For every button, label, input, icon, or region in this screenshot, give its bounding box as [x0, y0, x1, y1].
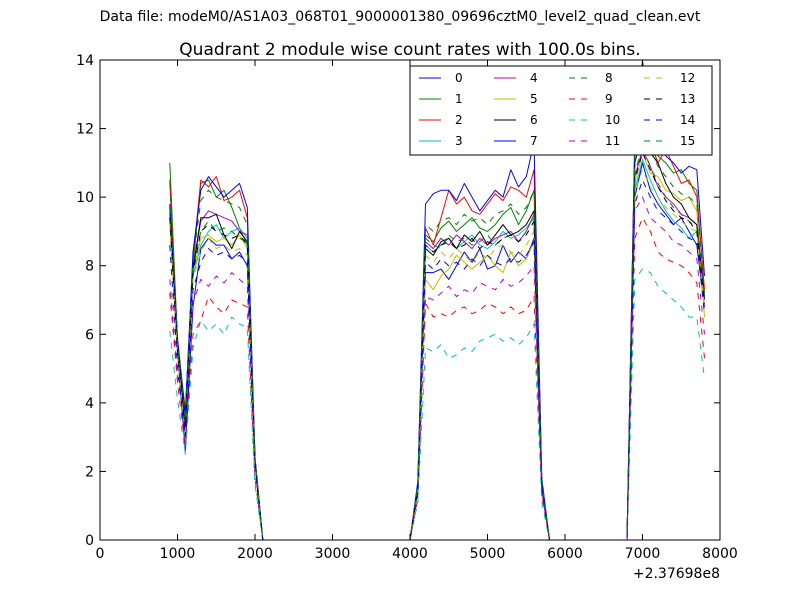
x-tick-label: 7000 — [625, 546, 661, 562]
y-tick-label: 6 — [85, 327, 94, 343]
legend-label-9: 9 — [605, 92, 613, 106]
y-tick-label: 0 — [85, 533, 94, 549]
legend-label-1: 1 — [455, 92, 463, 106]
legend-label-8: 8 — [605, 71, 613, 85]
y-tick-label: 10 — [76, 190, 94, 206]
y-tick-label: 2 — [85, 464, 94, 480]
legend-label-7: 7 — [530, 134, 538, 148]
suptitle: Data file: modeM0/AS1A03_068T01_90000013… — [99, 9, 701, 25]
legend-label-2: 2 — [455, 113, 463, 127]
x-tick-label: 2000 — [237, 546, 273, 562]
x-tick-label: 8000 — [702, 546, 738, 562]
series-line-11 — [169, 196, 705, 541]
series-line-5 — [169, 152, 705, 541]
series-line-12 — [169, 169, 705, 541]
legend-label-3: 3 — [455, 134, 463, 148]
series-line-4 — [169, 148, 705, 541]
x-offset-label: +2.37698e8 — [633, 566, 720, 582]
legend-label-12: 12 — [680, 71, 695, 85]
x-tick-label: 4000 — [392, 546, 428, 562]
legend-label-4: 4 — [530, 71, 538, 85]
series-line-15 — [169, 121, 705, 541]
legend-label-10: 10 — [605, 113, 620, 127]
series-line-14 — [169, 179, 705, 541]
y-tick-label: 14 — [76, 53, 94, 69]
x-tick-label: 5000 — [470, 546, 506, 562]
x-tick-label: 3000 — [315, 546, 351, 562]
y-tick-label: 12 — [76, 122, 94, 138]
series-line-10 — [169, 268, 705, 541]
legend-label-15: 15 — [680, 134, 695, 148]
legend-label-13: 13 — [680, 92, 695, 106]
series-line-13 — [169, 152, 705, 541]
y-tick-label: 4 — [85, 396, 94, 412]
series-line-9 — [169, 217, 705, 541]
y-tick-label: 8 — [85, 259, 94, 275]
series-line-0 — [169, 162, 705, 541]
legend-label-5: 5 — [530, 92, 538, 106]
series-line-8 — [169, 145, 705, 541]
legend-label-14: 14 — [680, 113, 695, 127]
legend-label-11: 11 — [605, 134, 620, 148]
x-tick-label: 1000 — [160, 546, 196, 562]
chart-title: Quadrant 2 module wise count rates with … — [179, 40, 640, 60]
x-tick-label: 6000 — [547, 546, 583, 562]
legend-box — [409, 65, 713, 156]
legend-label-6: 6 — [530, 113, 538, 127]
tick-layer: 0 1000 2000 3000 4000 5000 6000 7000 80000246810… — [76, 53, 738, 562]
x-tick-label: 0 — [96, 546, 105, 562]
legend-label-0: 0 — [455, 71, 463, 85]
